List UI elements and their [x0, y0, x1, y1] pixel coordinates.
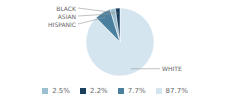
svg-text:BLACK: BLACK [56, 5, 77, 12]
html-text:2.5%: 2.5% [52, 87, 70, 95]
html-text:87.7%: 87.7% [165, 87, 188, 95]
html-text:2.2%: 2.2% [90, 87, 108, 95]
html-text:7.7%: 7.7% [127, 87, 146, 95]
svg-text:WHITE: WHITE [162, 65, 182, 72]
svg-text:ASIAN: ASIAN [58, 13, 76, 20]
svg-text:HISPANIC: HISPANIC [48, 21, 76, 28]
